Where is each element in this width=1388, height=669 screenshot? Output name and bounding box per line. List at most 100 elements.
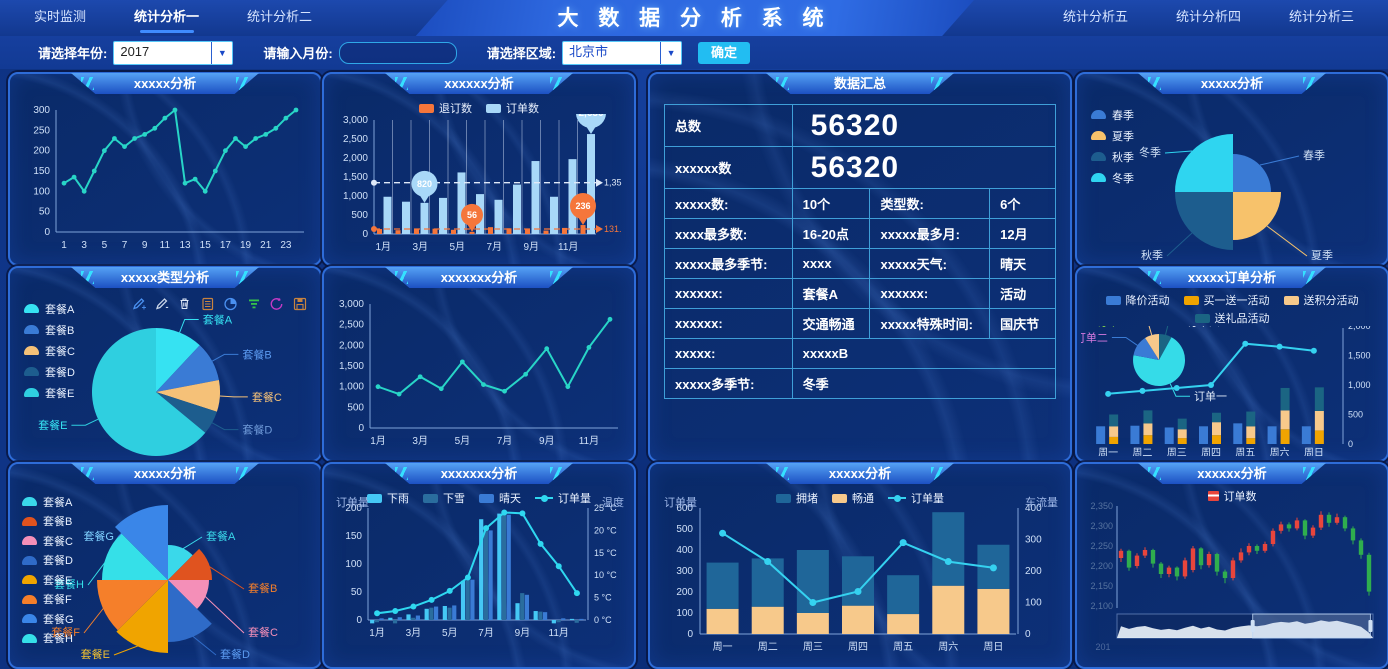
pie-slice-春季[interactable]: [1233, 154, 1271, 192]
pie-slice-套餐D[interactable]: [156, 392, 217, 433]
pie-slice-冬季[interactable]: [1175, 134, 1233, 192]
legend-item-套餐A[interactable]: 套餐A: [22, 492, 74, 512]
chart-p10[interactable]: 0 100 200 300 400 500 600 0 100 200 300 400 周一 周二 周三 周四…: [654, 504, 1066, 663]
nav-item-统计分析二[interactable]: 统计分析二: [247, 0, 312, 36]
rose-slice-套餐E[interactable]: [116, 580, 168, 653]
nav-item-实时监测[interactable]: 实时监测: [34, 0, 86, 36]
pie-slice-套餐C[interactable]: [156, 380, 221, 412]
bar-series[interactable]: [377, 134, 595, 234]
rose-slice-套餐B[interactable]: [168, 548, 212, 580]
rose-slice-套餐F[interactable]: [97, 580, 168, 631]
panel-p4: xxxxx分析 春季 夏季 秋季 冬季 冬季 春季 夏季 秋季: [1075, 72, 1388, 266]
pie-slice-秋季[interactable]: [1175, 192, 1233, 250]
legend-item-套餐E[interactable]: 套餐E: [22, 570, 74, 590]
active-underline: [139, 30, 194, 33]
legend-item-套餐D[interactable]: 套餐D: [22, 551, 74, 571]
bar-series[interactable]: [370, 513, 584, 624]
legend-item-套餐H[interactable]: 套餐H: [22, 629, 74, 649]
save-icon[interactable]: [292, 296, 308, 317]
legend-item-晴天[interactable]: 晴天: [479, 490, 521, 506]
pie-slice-套餐B[interactable]: [156, 345, 219, 392]
edit-remove-icon[interactable]: -: [154, 296, 170, 317]
legend-item-套餐D[interactable]: 套餐D: [24, 361, 75, 382]
region-select[interactable]: 北京市 ▼: [562, 40, 683, 65]
svg-text:1月: 1月: [375, 241, 391, 253]
legend-item-退订数[interactable]: 退订数: [419, 100, 472, 116]
chart-p5[interactable]: 套餐A 套餐B 套餐C 套餐D 套餐E: [14, 292, 316, 456]
data-view-icon[interactable]: [200, 296, 216, 317]
clear-icon[interactable]: [177, 296, 193, 317]
datazoom-handle-left[interactable]: [1250, 620, 1255, 632]
pie-slice-套餐E[interactable]: [91, 328, 206, 456]
legend-item-拥堵[interactable]: 拥堵: [776, 490, 818, 506]
rose-slice-套餐D[interactable]: [168, 580, 212, 642]
nav-item-统计分析四[interactable]: 统计分析四: [1176, 0, 1241, 36]
rose-slice-套餐G[interactable]: [115, 505, 168, 580]
nav-item-统计分析五[interactable]: 统计分析五: [1063, 0, 1128, 36]
legend-item-套餐C[interactable]: 套餐C: [22, 531, 74, 551]
legend-item-订单量[interactable]: 订单量: [535, 490, 591, 506]
datazoom-handle-right[interactable]: [1368, 620, 1373, 632]
legend-swatch: [1194, 313, 1210, 323]
legend-item-套餐F[interactable]: 套餐F: [22, 590, 74, 610]
chart-p6[interactable]: 0 500 1,000 1,500 2,000 2,500 3,000 1月 3月 5月 7月 9月 1…: [328, 292, 630, 456]
legend-item-送礼品活动[interactable]: 送礼品活动: [1194, 310, 1270, 326]
nav-item-统计分析三[interactable]: 统计分析三: [1289, 0, 1354, 36]
month-input[interactable]: [338, 41, 457, 64]
panel-p1: xxxxx分析 0 50 100 150 200 250 300 1 3 5 7 9 11 13 15 17 19…: [8, 72, 322, 266]
chart-p2[interactable]: 0 500 1,000 1,500 2,000 2,500 3,000 1月 3月 5月 7月 9月 1…: [328, 114, 630, 260]
left-axis-name: 订单量: [336, 497, 369, 509]
legend-item-套餐C[interactable]: 套餐C: [24, 340, 75, 361]
legend-item-冬季[interactable]: 冬季: [1091, 167, 1134, 188]
candle-series[interactable]: [1118, 511, 1372, 596]
legend-item-降价活动[interactable]: 降价活动: [1105, 292, 1170, 308]
rose-slice-套餐C[interactable]: [168, 580, 209, 609]
legend-item-套餐B[interactable]: 套餐B: [22, 512, 74, 532]
legend-item-下雪[interactable]: 下雪: [423, 490, 465, 506]
pie-slice-套餐A[interactable]: [156, 328, 200, 392]
line-series[interactable]: [375, 316, 613, 397]
chart-p7[interactable]: 0 500 1,000 1,500 2,000 周一 周二 周三 周四 周五 周六 周日 订单四订单一 订…: [1081, 326, 1383, 456]
legend-item-下雨[interactable]: 下雨: [367, 490, 409, 506]
legend-item-套餐A[interactable]: 套餐A: [24, 298, 75, 319]
table-value: 套餐A: [791, 278, 871, 309]
legend-item-订单量[interactable]: 订单量: [888, 490, 944, 506]
filter-icon[interactable]: [246, 296, 262, 317]
bar-series[interactable]: [706, 512, 1010, 634]
nav-item-统计分析一[interactable]: 统计分析一: [134, 0, 199, 36]
confirm-button[interactable]: 确定: [698, 41, 751, 64]
svg-text:2,000: 2,000: [343, 153, 368, 164]
legend-item-夏季[interactable]: 夏季: [1091, 125, 1134, 146]
svg-text:21: 21: [260, 240, 272, 251]
legend-item-套餐G[interactable]: 套餐G: [22, 609, 74, 629]
rose-slice-套餐A[interactable]: [168, 545, 193, 580]
bar-series[interactable]: [1096, 387, 1324, 444]
panel-title: xxxxxxx分析: [385, 267, 573, 288]
legend-item-送积分活动[interactable]: 送积分活动: [1283, 292, 1359, 308]
pie-slice-订单四[interactable]: [1159, 334, 1172, 360]
pie-switch-icon[interactable]: [223, 296, 239, 317]
chart-p9[interactable]: 0 50 100 150 200 0 °C 5 °C 10 °C 15 °C 20 °C 25 °C…: [328, 504, 630, 663]
pie-slice-夏季[interactable]: [1233, 192, 1281, 240]
chart-p11[interactable]: 2,100 2,150 2,200 2,250 2,300 2,350 201: [1081, 502, 1383, 663]
legend-item-订单数[interactable]: 订单数: [486, 100, 539, 116]
legend-item-套餐B[interactable]: 套餐B: [24, 319, 75, 340]
pie-slice-订单三[interactable]: [1145, 333, 1159, 360]
legend-item-秋季[interactable]: 秋季: [1091, 146, 1134, 167]
pie-slice-订单二[interactable]: [1133, 338, 1160, 360]
legend-item-套餐E[interactable]: 套餐E: [24, 382, 75, 403]
line-series[interactable]: [61, 107, 299, 194]
refresh-icon[interactable]: [269, 296, 285, 317]
edit-add-icon[interactable]: +: [131, 296, 147, 317]
legend-item-订单数[interactable]: 订单数: [1207, 488, 1257, 504]
rose-slice-套餐H[interactable]: [101, 533, 168, 580]
legend-item-买一送一活动[interactable]: 买一送一活动: [1183, 292, 1270, 308]
datazoom-window[interactable]: [1252, 613, 1371, 639]
year-select[interactable]: 2017 ▼: [113, 40, 234, 65]
legend-item-春季[interactable]: 春季: [1091, 104, 1134, 125]
pie-slice-订单一[interactable]: [1133, 337, 1186, 387]
legend-item-畅通[interactable]: 畅通: [832, 490, 874, 506]
